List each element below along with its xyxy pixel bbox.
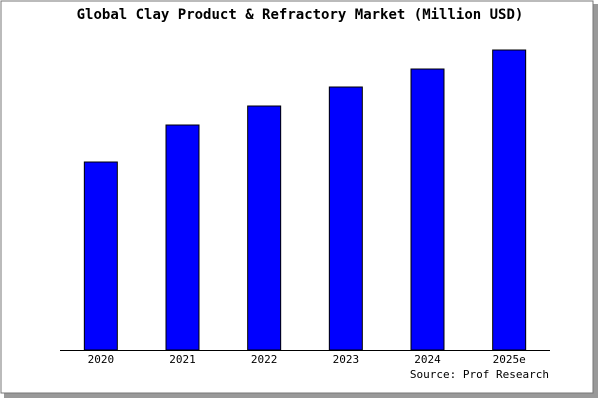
bar <box>165 124 200 351</box>
source-note: Source: Prof Research <box>410 368 549 381</box>
bar <box>410 68 445 351</box>
x-tick-label: 2024 <box>414 353 441 366</box>
x-tick-label: 2023 <box>333 353 360 366</box>
bar <box>247 105 282 351</box>
bar <box>328 86 363 351</box>
x-tick-label: 2021 <box>169 353 196 366</box>
bar <box>492 49 527 351</box>
bar <box>83 161 118 351</box>
x-tick-label: 2020 <box>88 353 115 366</box>
x-tick-label: 2025e <box>493 353 526 366</box>
chart-title: Global Clay Product & Refractory Market … <box>77 7 524 23</box>
x-tick-label: 2022 <box>251 353 278 366</box>
